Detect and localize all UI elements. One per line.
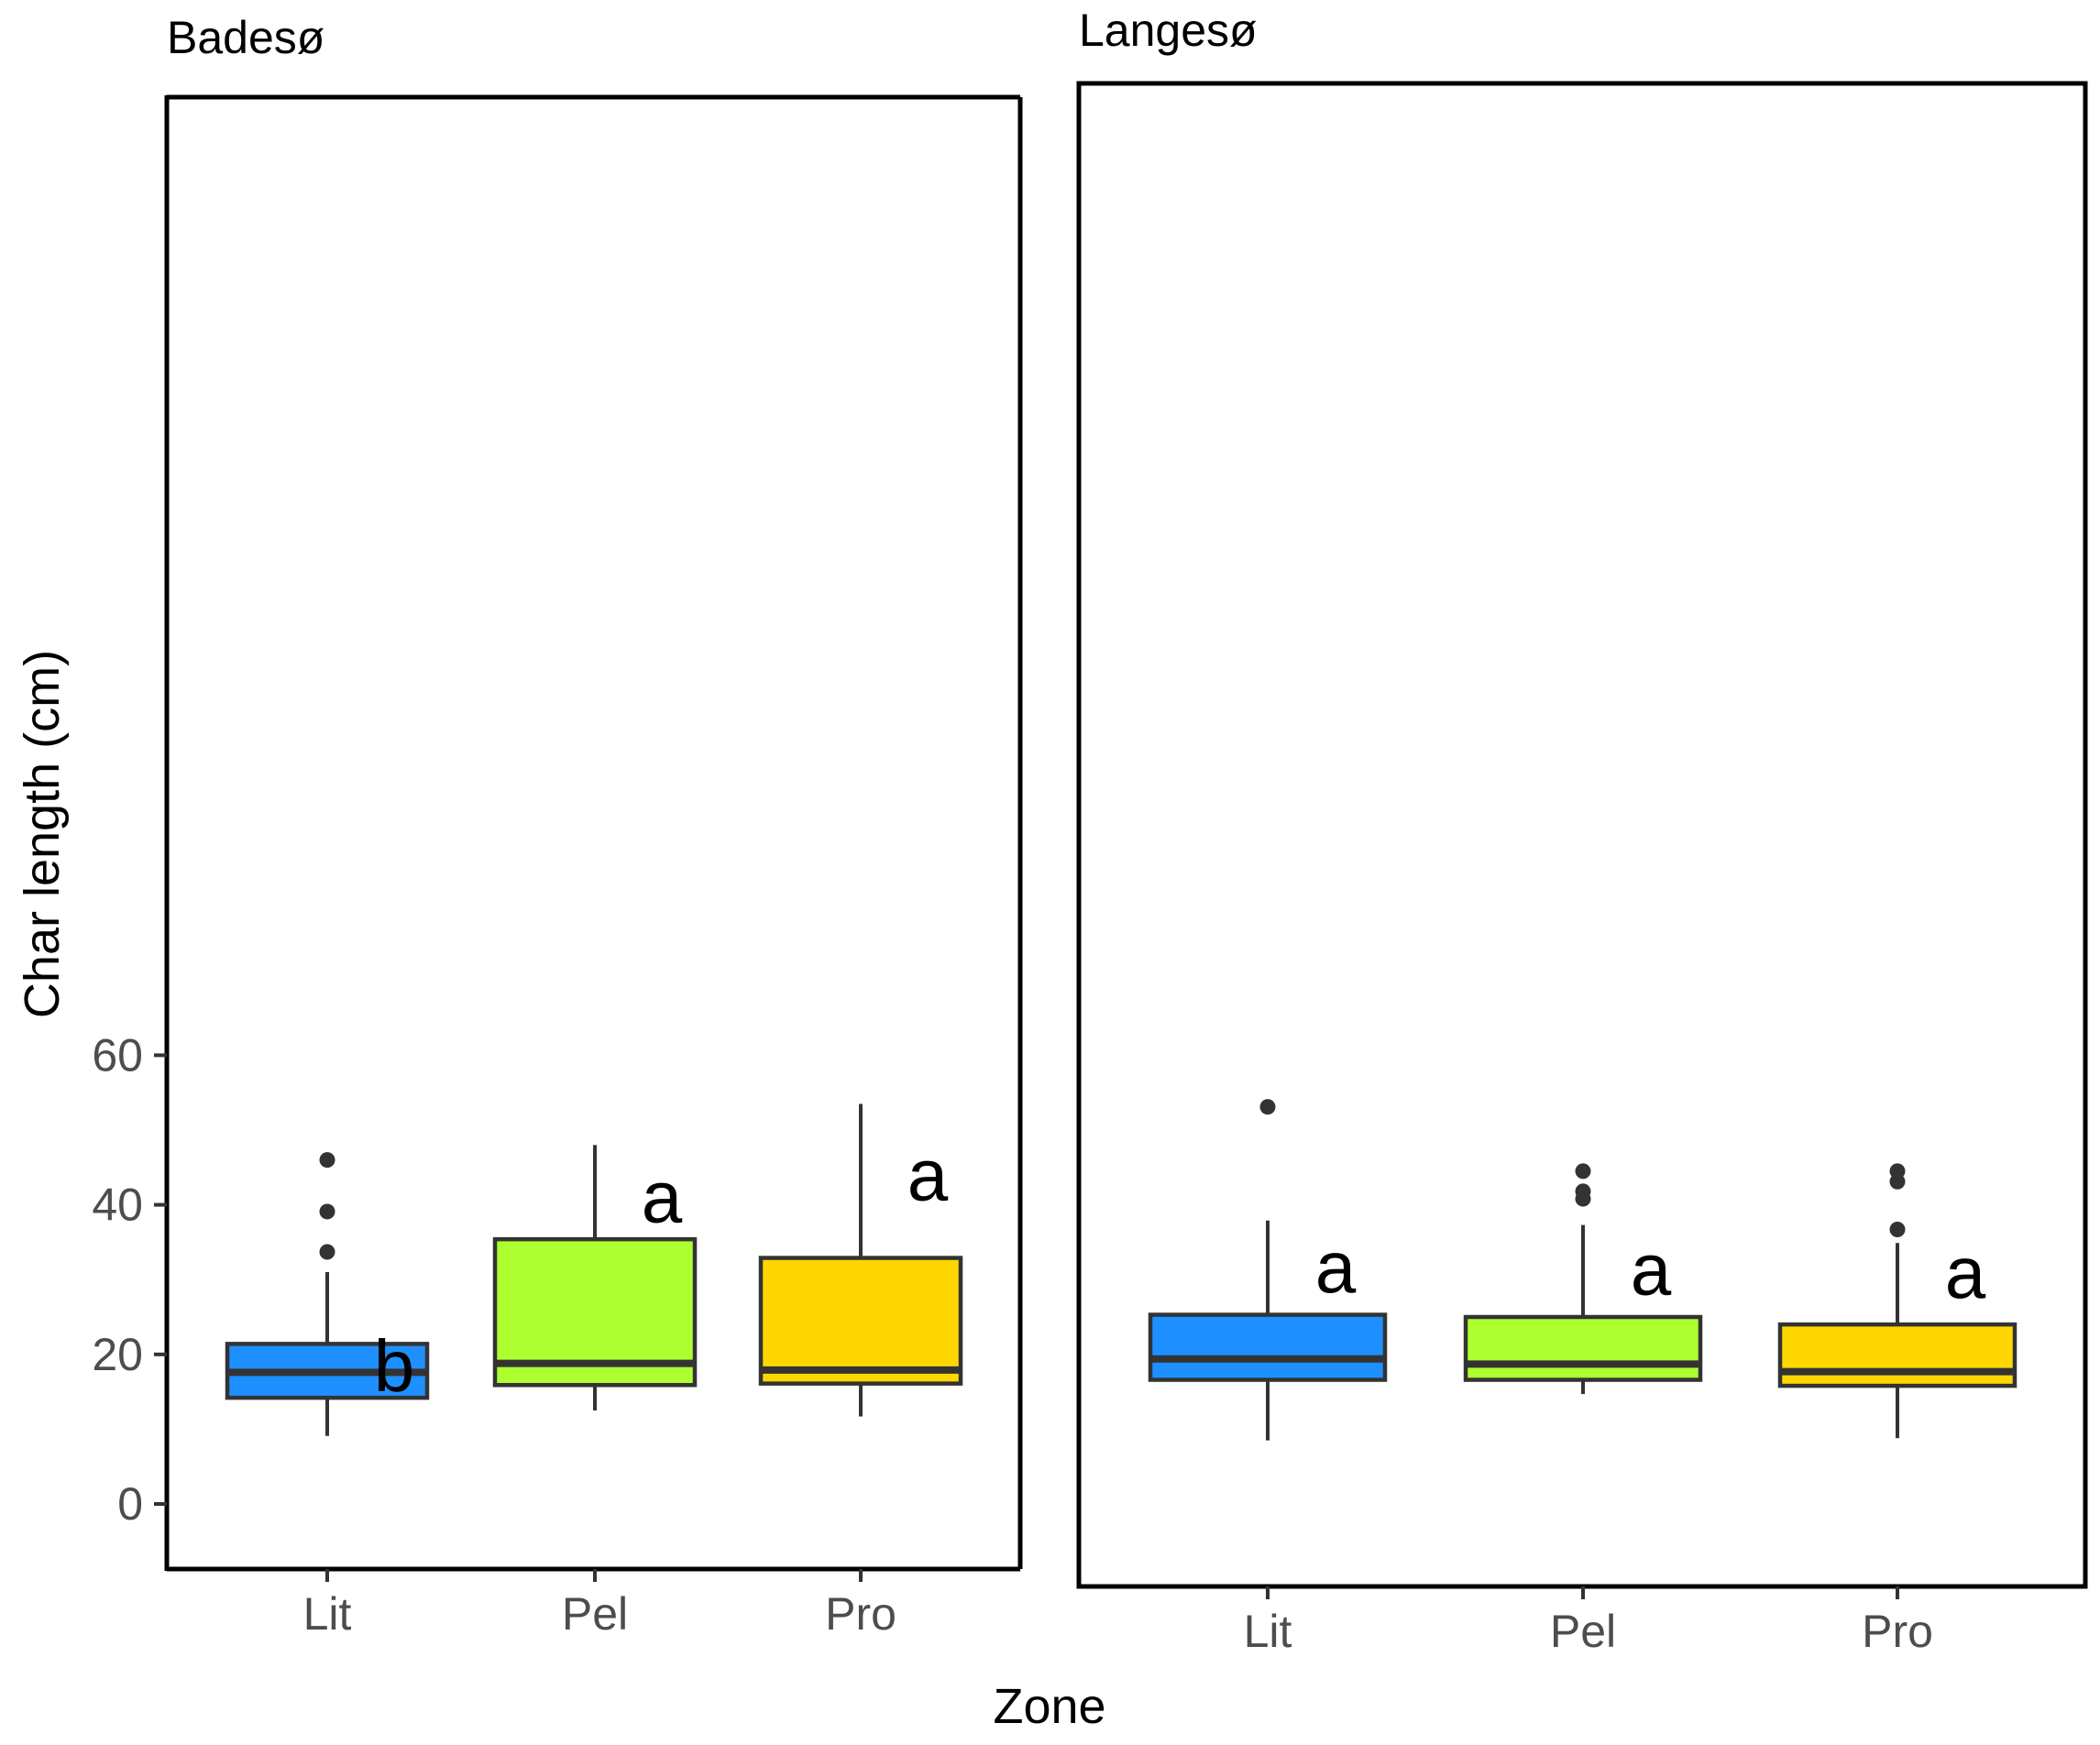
- y-tick-label: 20: [92, 1329, 143, 1380]
- outlier-point: [1259, 1099, 1276, 1115]
- significance-letter: b: [374, 1325, 415, 1407]
- significance-letter: a: [1631, 1229, 1672, 1311]
- y-axis-title: Char length (cm): [15, 650, 70, 1018]
- box-pel: [1463, 1314, 1703, 1382]
- panel-title-2: Langesø: [1079, 5, 1258, 56]
- outlier-point: [1889, 1222, 1906, 1238]
- box-pro: [758, 1256, 963, 1386]
- panel-title-1: Badesø: [167, 12, 324, 63]
- significance-letter: a: [642, 1156, 683, 1237]
- outlier-point: [1889, 1163, 1906, 1180]
- significance-letter: a: [907, 1135, 949, 1216]
- x-axis-title: Zone: [993, 1679, 1105, 1734]
- outlier-point: [319, 1203, 335, 1220]
- y-tick-label: 40: [92, 1180, 143, 1231]
- x-tick-label-lit: Lit: [303, 1588, 352, 1640]
- outlier-point: [1575, 1183, 1591, 1200]
- y-tick-label: 0: [117, 1478, 143, 1530]
- outlier-point: [319, 1152, 335, 1169]
- y-tick-label: 60: [92, 1029, 143, 1081]
- x-tick-label-pro: Pro: [825, 1588, 896, 1640]
- x-tick-label-lit: Lit: [1244, 1606, 1292, 1657]
- x-tick-label-pro: Pro: [1862, 1606, 1933, 1657]
- outlier-point: [319, 1244, 335, 1260]
- significance-letter: a: [1945, 1232, 1986, 1313]
- significance-letter: a: [1315, 1226, 1357, 1308]
- box-lit: [1148, 1312, 1388, 1382]
- x-tick-label-pel: Pel: [1550, 1606, 1616, 1657]
- outlier-point: [1575, 1163, 1591, 1180]
- x-tick-label-pel: Pel: [562, 1588, 628, 1640]
- box-pro: [1777, 1322, 2018, 1388]
